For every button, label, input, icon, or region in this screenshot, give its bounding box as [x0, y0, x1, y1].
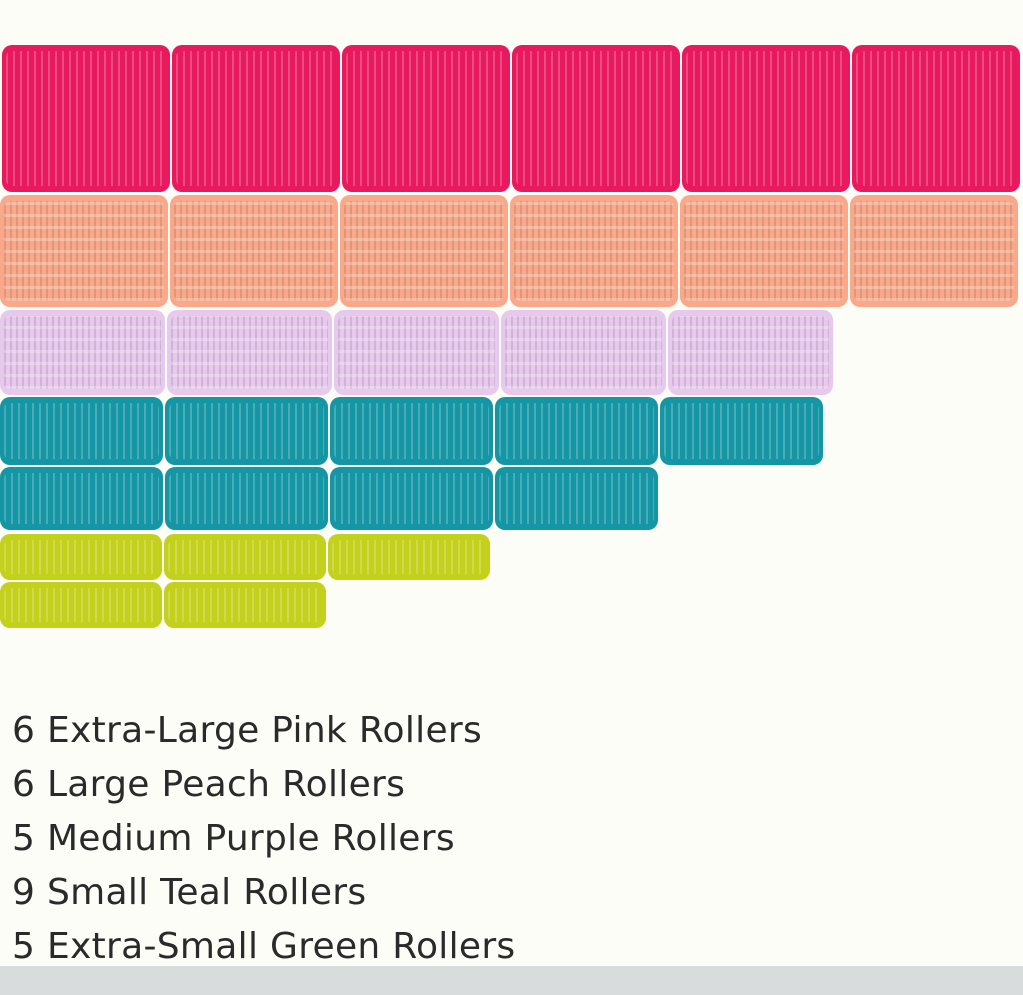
roller-pink — [682, 45, 850, 192]
roller-pink — [512, 45, 680, 192]
roller-peach — [680, 195, 848, 307]
roller-purple — [334, 310, 499, 395]
roller-teal — [165, 467, 328, 530]
roller-peach — [510, 195, 678, 307]
roller-peach — [170, 195, 338, 307]
roller-pink — [342, 45, 510, 192]
roller-peach — [850, 195, 1018, 307]
roller-purple — [167, 310, 332, 395]
roller-pink — [852, 45, 1020, 192]
roller-teal — [165, 397, 328, 465]
roller-teal — [330, 467, 493, 530]
roller-green — [164, 582, 326, 628]
roller-teal — [0, 397, 163, 465]
roller-teal — [495, 467, 658, 530]
roller-peach — [340, 195, 508, 307]
roller-teal — [660, 397, 823, 465]
roller-green — [164, 534, 326, 580]
roller-teal — [330, 397, 493, 465]
roller-green — [0, 534, 162, 580]
roller-teal — [0, 467, 163, 530]
roller-green — [0, 582, 162, 628]
roller-pink — [172, 45, 340, 192]
list-item-purple: 5 Medium Purple Rollers — [12, 818, 455, 859]
roller-green — [328, 534, 490, 580]
list-item-green: 5 Extra-Small Green Rollers — [12, 926, 516, 967]
list-item-pink: 6 Extra-Large Pink Rollers — [12, 710, 483, 751]
bottom-bar — [0, 966, 1023, 995]
roller-list: 6 Extra-Large Pink Rollers 6 Large Peach… — [12, 704, 516, 974]
roller-purple — [0, 310, 165, 395]
roller-teal — [495, 397, 658, 465]
list-item-peach: 6 Large Peach Rollers — [12, 764, 406, 805]
roller-purple — [501, 310, 666, 395]
roller-purple — [668, 310, 833, 395]
roller-pink — [2, 45, 170, 192]
list-item-teal: 9 Small Teal Rollers — [12, 872, 367, 913]
roller-peach — [0, 195, 168, 307]
